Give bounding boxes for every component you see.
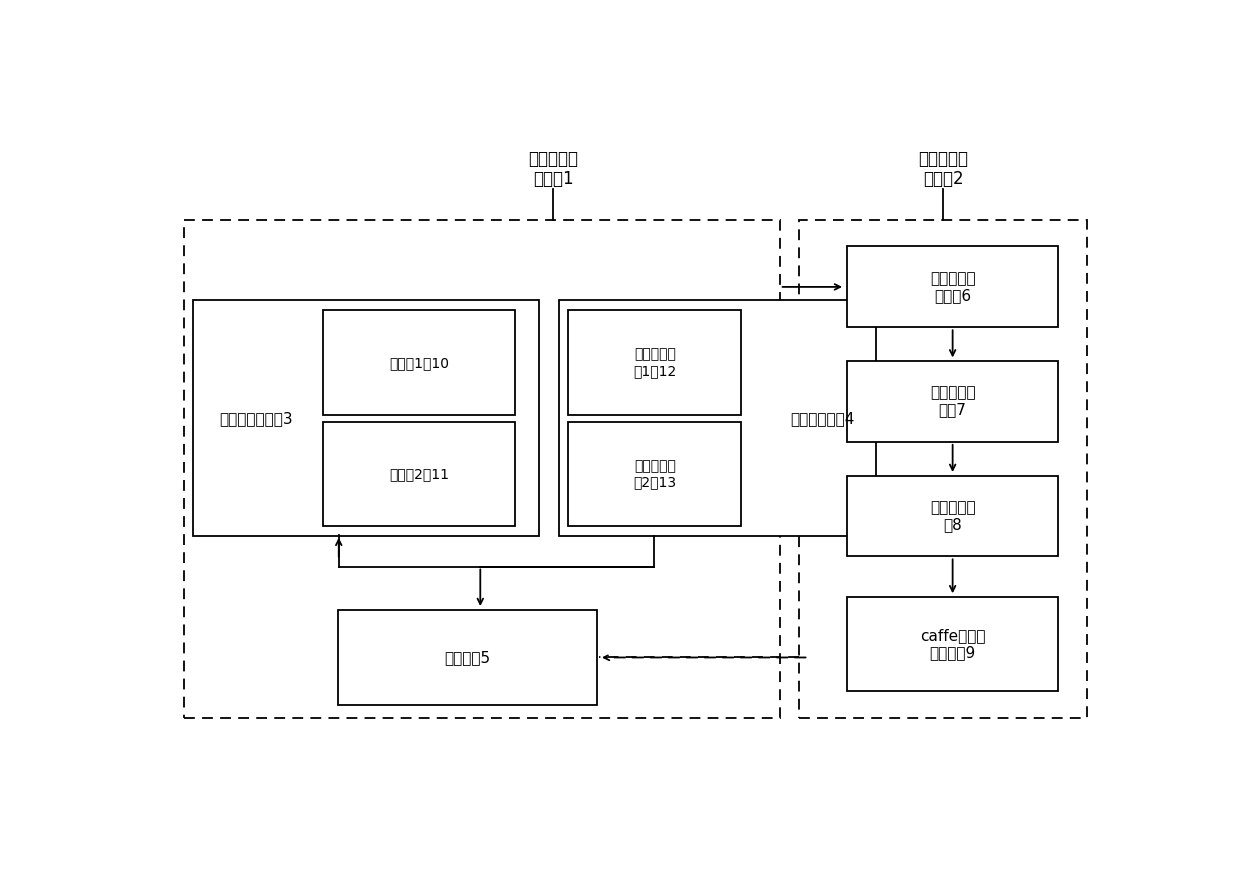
- Bar: [184, 220, 780, 718]
- Bar: [799, 220, 1087, 718]
- Text: 红外对射模
块1号12: 红外对射模 块1号12: [634, 347, 676, 378]
- Bar: [337, 611, 598, 704]
- Text: 摄像头采集模块3: 摄像头采集模块3: [219, 410, 293, 426]
- Bar: [847, 247, 1058, 327]
- Text: 字符切分模
块8: 字符切分模 块8: [930, 500, 976, 532]
- Text: 摄像头2号11: 摄像头2号11: [389, 467, 449, 481]
- Text: 摄像头1号10: 摄像头1号10: [389, 356, 449, 370]
- Text: 集控模块5: 集控模块5: [444, 650, 490, 665]
- Bar: [847, 476, 1058, 556]
- Text: 红外对射模块4: 红外对射模块4: [791, 410, 856, 426]
- Bar: [324, 422, 516, 526]
- Bar: [568, 422, 742, 526]
- Bar: [847, 361, 1058, 442]
- Bar: [847, 597, 1058, 691]
- Bar: [568, 311, 742, 415]
- Bar: [193, 300, 539, 536]
- Text: 软件触发拍
照模块6: 软件触发拍 照模块6: [930, 270, 976, 303]
- Text: 软件处理程
序模块2: 软件处理程 序模块2: [918, 150, 968, 188]
- Text: 硬件采集设
备模块1: 硬件采集设 备模块1: [528, 150, 578, 188]
- Text: 红外对射模
块2号13: 红外对射模 块2号13: [634, 458, 676, 489]
- Text: 图像预处理
模块7: 图像预处理 模块7: [930, 385, 976, 417]
- Text: caffe学习与
识别模块9: caffe学习与 识别模块9: [920, 627, 986, 661]
- Bar: [558, 300, 875, 536]
- Bar: [324, 311, 516, 415]
